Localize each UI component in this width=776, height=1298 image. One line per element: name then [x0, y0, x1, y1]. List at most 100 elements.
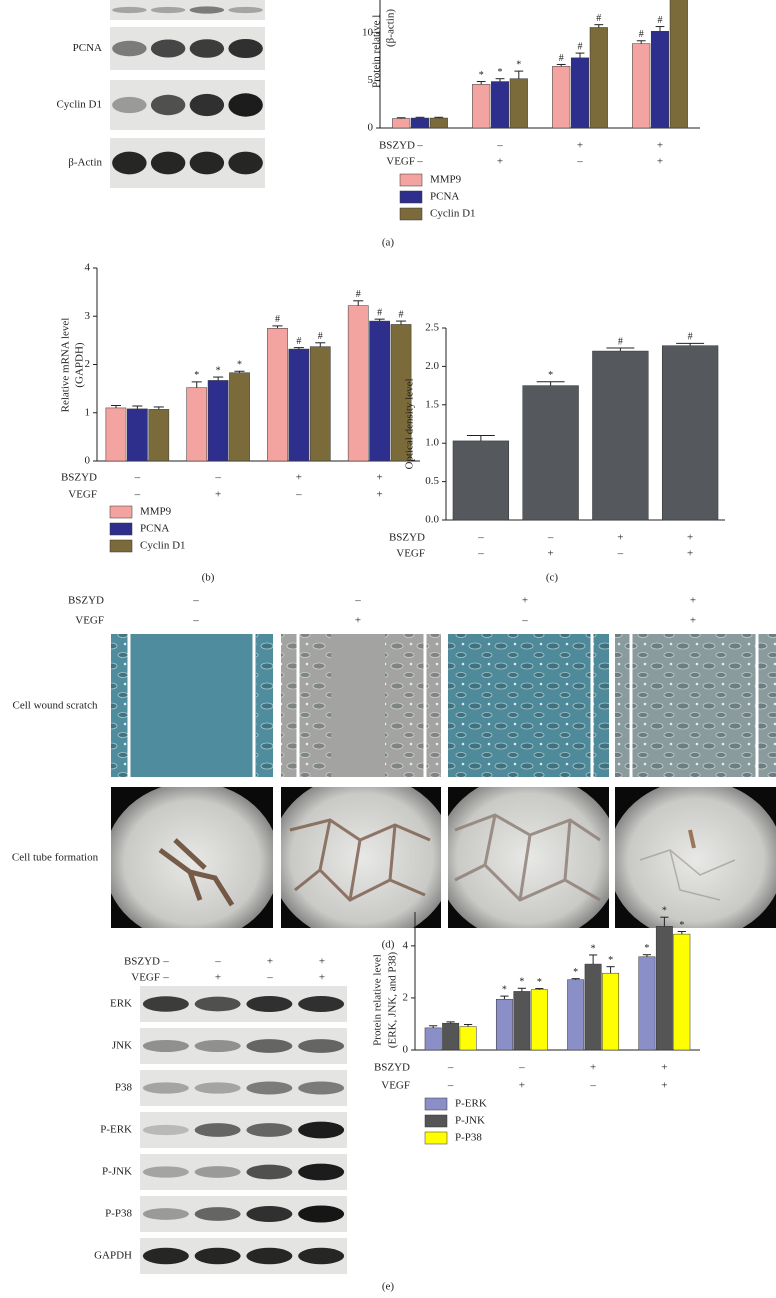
bar	[669, 0, 688, 129]
blot-band	[194, 1166, 241, 1178]
blot-band	[246, 1039, 293, 1053]
legend-label: Cyclin D1	[140, 540, 186, 552]
blot-band	[142, 1166, 189, 1178]
y-axis-label: (β-actin)	[385, 9, 397, 47]
condition-sign: –	[576, 156, 583, 168]
bar	[288, 348, 310, 462]
condition-sign: –	[447, 1062, 454, 1074]
significance-marker: #	[318, 331, 323, 342]
y-axis-label: Protein relative level	[372, 954, 384, 1046]
condition-sign: –	[192, 615, 199, 627]
blot-band	[189, 39, 225, 58]
condition-sign: +	[215, 489, 221, 501]
condition-sign: +	[657, 156, 663, 168]
y-tick-label: 4	[403, 939, 409, 951]
blot-label: JNK	[112, 1040, 132, 1052]
bar	[442, 1022, 460, 1051]
bar	[369, 320, 390, 462]
bar	[522, 385, 579, 521]
bar	[509, 78, 528, 129]
blot-band	[246, 1206, 293, 1222]
legend-label: P-JNK	[455, 1115, 485, 1127]
blot-band	[194, 1123, 241, 1137]
blot-band	[112, 96, 147, 114]
bar	[584, 963, 602, 1051]
bar	[673, 933, 691, 1051]
bar	[424, 1027, 442, 1051]
significance-marker: *	[679, 920, 684, 931]
blot-band	[194, 996, 241, 1012]
blot-band	[298, 996, 345, 1012]
blot-label: β-Actin	[68, 157, 102, 169]
blot-band	[246, 1123, 293, 1137]
condition-sign: +	[355, 615, 361, 627]
significance-marker: #	[296, 336, 301, 347]
blot-strip	[110, 0, 265, 20]
significance-marker: #	[618, 336, 623, 347]
blot-band	[189, 151, 225, 175]
blot-label: ERK	[110, 998, 132, 1010]
bar	[472, 84, 491, 129]
blot-band	[112, 40, 147, 57]
bar	[452, 440, 510, 521]
blot-label: P-JNK	[102, 1166, 132, 1178]
condition-name: VEGF	[396, 548, 425, 560]
bar	[650, 31, 670, 129]
condition-sign: –	[416, 156, 423, 168]
blot-band	[112, 6, 147, 14]
condition-sign: –	[447, 1080, 454, 1092]
bar	[267, 328, 288, 462]
y-tick-label: 1	[85, 406, 91, 418]
condition-sign: +	[577, 140, 583, 152]
blot-band	[142, 1247, 189, 1265]
condition-sign: –	[295, 489, 302, 501]
bar	[229, 372, 250, 462]
wound-image	[111, 634, 273, 777]
significance-marker: *	[516, 59, 521, 70]
condition-sign: –	[477, 532, 484, 544]
condition-sign: –	[518, 1062, 525, 1074]
bar	[186, 387, 208, 462]
condition-sign: –	[354, 595, 361, 607]
bar	[459, 1026, 477, 1051]
condition-sign: +	[319, 956, 325, 968]
condition-sign: +	[296, 472, 302, 484]
blot-label: GAPDH	[94, 1250, 132, 1262]
bar	[589, 27, 608, 129]
significance-marker: *	[194, 370, 199, 381]
condition-sign: –	[496, 140, 503, 152]
significance-marker: *	[591, 943, 596, 954]
condition-sign: –	[589, 1080, 596, 1092]
legend-swatch	[424, 1131, 448, 1145]
condition-sign: –	[477, 548, 484, 560]
blot-band	[194, 1082, 241, 1094]
wound-image-cells	[111, 634, 129, 777]
bar	[148, 409, 170, 462]
significance-marker: #	[688, 332, 693, 343]
y-tick-label: 2.0	[425, 360, 439, 372]
condition-name: BSZYD	[374, 1062, 410, 1074]
panel-label: (b)	[202, 572, 215, 584]
significance-marker: *	[608, 955, 613, 966]
significance-marker: *	[502, 984, 507, 995]
significance-marker: *	[548, 370, 553, 381]
condition-sign: +	[519, 1080, 525, 1092]
panel-label: (a)	[382, 237, 395, 249]
bar	[127, 408, 148, 462]
condition-name: BSZYD	[68, 595, 104, 607]
tube-images	[111, 787, 776, 928]
condition-sign: –	[134, 472, 141, 484]
y-tick-label: 1.5	[425, 398, 439, 410]
bar	[592, 350, 649, 521]
significance-marker: *	[519, 977, 524, 988]
legend-label: PCNA	[140, 523, 169, 535]
condition-sign: +	[617, 532, 623, 544]
legend-label: MMP9	[140, 506, 172, 518]
y-tick-label: 4	[85, 262, 91, 274]
wound-image-cells	[448, 634, 609, 777]
condition-sign: +	[687, 532, 693, 544]
bar	[632, 43, 651, 129]
condition-sign: +	[657, 140, 663, 152]
legend-label: P-P38	[455, 1132, 482, 1144]
